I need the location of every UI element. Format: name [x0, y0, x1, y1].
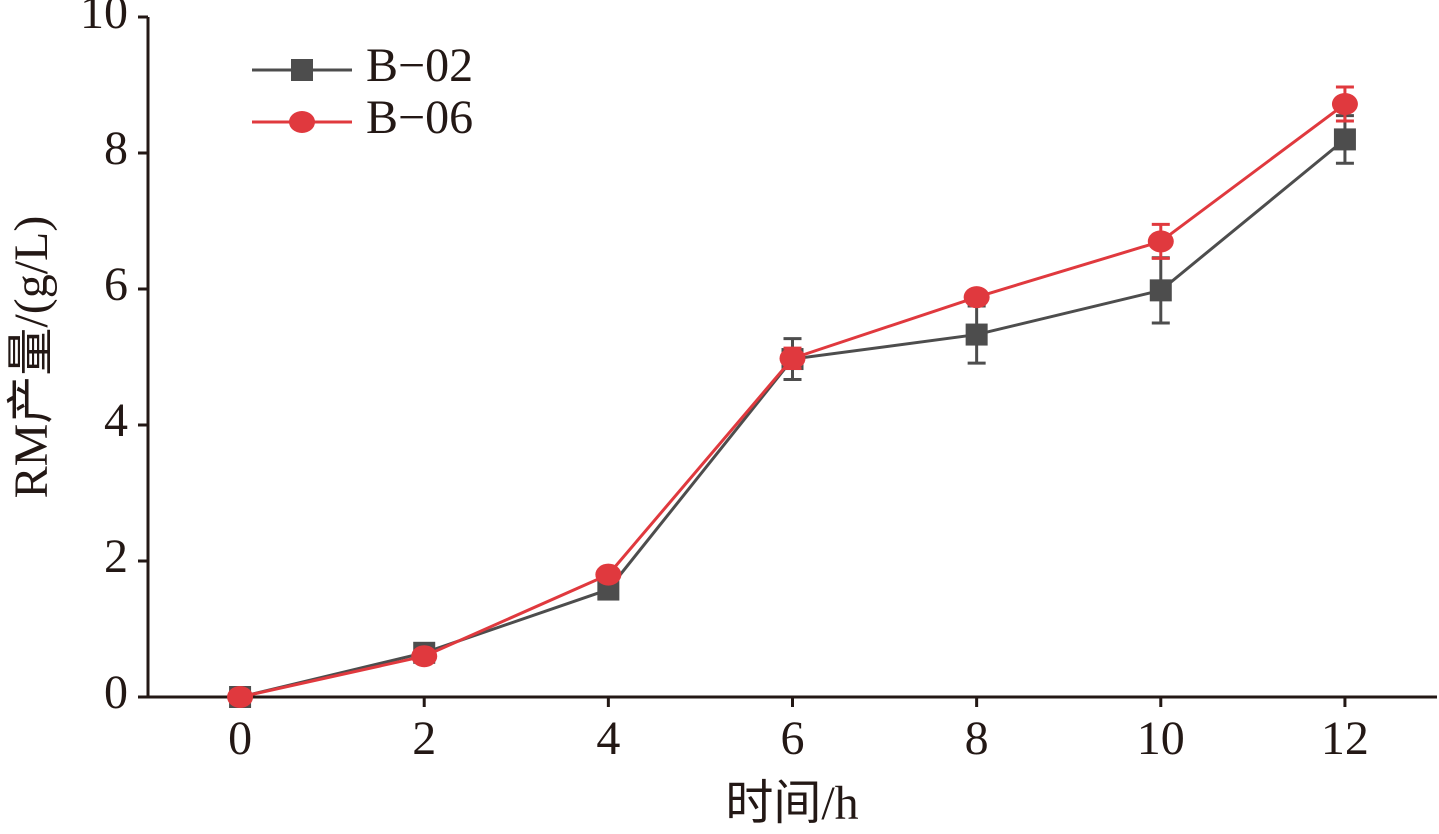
y-tick-label: 4: [104, 394, 128, 447]
series-line: [239, 138, 1346, 699]
marker: [595, 563, 622, 586]
marker: [1333, 128, 1356, 151]
legend-label: B−06: [366, 91, 473, 144]
x-tick-label: 4: [596, 712, 620, 765]
legend-marker: [291, 59, 313, 81]
y-tick-label: 0: [104, 666, 128, 719]
marker: [411, 645, 438, 668]
marker: [1149, 279, 1172, 302]
series-line: [239, 102, 1346, 699]
marker: [227, 686, 254, 708]
marker: [1331, 93, 1358, 116]
x-tick-label: 0: [228, 712, 252, 765]
marker: [965, 323, 988, 346]
legend-label: B−02: [366, 39, 473, 92]
y-axis-label: RM产量/(g/L): [5, 216, 58, 499]
marker: [1147, 230, 1174, 253]
marker: [963, 286, 990, 309]
x-tick-label: 10: [1137, 712, 1185, 765]
y-tick-label: 6: [104, 258, 128, 311]
y-tick-label: 2: [104, 530, 128, 583]
marker: [779, 347, 806, 370]
x-tick-label: 8: [965, 712, 989, 765]
x-tick-label: 2: [412, 712, 436, 765]
legend-marker: [289, 111, 315, 133]
x-tick-label: 12: [1321, 712, 1369, 765]
y-tick-label: 10: [80, 0, 128, 39]
x-tick-label: 6: [781, 712, 805, 765]
x-axis-label: 时间/h: [725, 777, 858, 830]
y-tick-label: 8: [104, 122, 128, 175]
